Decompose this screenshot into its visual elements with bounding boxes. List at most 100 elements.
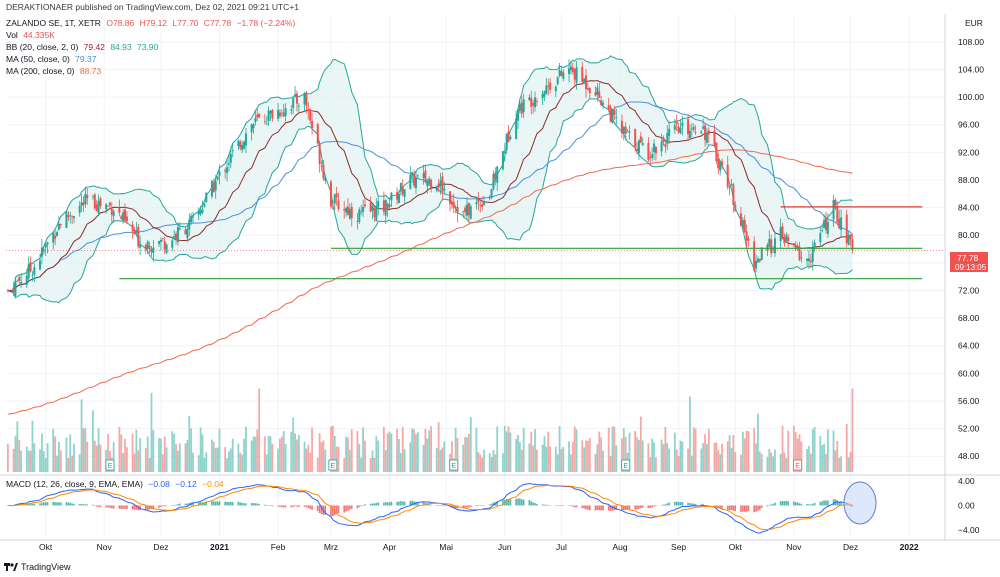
candle-body (794, 245, 797, 248)
macd-histogram-bar (109, 505, 111, 508)
candle-body (501, 151, 504, 170)
volume-bar (267, 435, 270, 472)
candle-body (639, 136, 642, 143)
candle-body (190, 215, 193, 222)
volume-bar (687, 448, 689, 472)
y-tick-label: 56.00 (958, 396, 980, 406)
macd-histogram-bar (271, 505, 274, 507)
macd-histogram-bar (536, 503, 538, 506)
macd-pane[interactable] (7, 481, 877, 534)
candle-body (615, 117, 618, 119)
volume-bar (823, 443, 825, 472)
macd-histogram-bar (364, 504, 366, 506)
macd-histogram-bar (345, 505, 347, 512)
candle-body (40, 247, 43, 257)
volume-bar (56, 455, 58, 472)
volume-line: Vol 44.335K (6, 30, 58, 41)
candle-body (503, 151, 506, 154)
y-tick-label: 84.00 (958, 203, 980, 213)
volume-bar (95, 445, 98, 472)
volume-value: 44.335K (23, 30, 55, 40)
macd-histogram-bar (483, 504, 485, 506)
volume-bar (757, 413, 759, 472)
macd-histogram-bar (71, 503, 73, 506)
volume-label[interactable]: Vol (6, 30, 18, 40)
tradingview-logo[interactable]: TradingView (4, 562, 71, 572)
macd-histogram-bar (547, 505, 550, 506)
volume-bar (82, 428, 85, 472)
candle-body (241, 144, 244, 151)
candle-body (596, 87, 599, 95)
candle-body (679, 127, 682, 134)
macd-histogram-bar (689, 503, 691, 506)
candle-body (756, 258, 759, 263)
candle-body (25, 275, 28, 285)
volume-bar (700, 448, 703, 472)
x-tick-label: Mrz (324, 542, 338, 552)
candle-body (832, 199, 835, 220)
volume-bar (80, 399, 83, 472)
candle-body (515, 118, 518, 140)
candle-body (216, 176, 219, 180)
macd-histogram-bar (388, 502, 391, 506)
volume-bar (622, 428, 625, 472)
macd-histogram-bar (290, 505, 293, 508)
candle-body (700, 131, 703, 134)
candle-body (641, 143, 644, 146)
candle-body (333, 194, 336, 204)
volume-bar (186, 440, 189, 472)
symbol-name[interactable]: ZALANDO SE, 1T, XETR (6, 18, 101, 28)
axes: 108.00 104.00 100.00 96.00 92.00 88.00 84.00 80… (0, 14, 1000, 552)
candle-body (93, 194, 96, 209)
candle-body (838, 218, 841, 229)
candle-body (562, 72, 565, 79)
volume-bar (175, 444, 177, 472)
candle-body (42, 249, 45, 252)
volume-bar (303, 441, 306, 472)
macd-histogram-bar (515, 498, 517, 506)
volume-bar (229, 448, 232, 472)
bb-lower-value: 73.90 (136, 42, 159, 52)
earnings-marker-box (449, 459, 459, 471)
candle-body (464, 207, 467, 213)
currency-label[interactable]: EUR (965, 18, 983, 28)
candle-body (628, 131, 631, 133)
candle-body (568, 68, 571, 74)
macd-histogram-bar (496, 501, 499, 506)
candle-body (52, 232, 55, 243)
candle-body (465, 204, 468, 216)
candle-body (719, 160, 722, 171)
bb-label[interactable]: BB (20, close, 2, 0) (6, 42, 79, 52)
volume-bar (481, 457, 484, 472)
volume-bar (292, 417, 295, 472)
ma200-label[interactable]: MA (200, close, 0) (6, 66, 75, 76)
macd-histogram-bar (609, 505, 612, 512)
volume-bar (702, 443, 705, 472)
candle-body (840, 217, 843, 231)
candle-body (450, 201, 453, 205)
volume-bar (600, 437, 603, 472)
candle-body (414, 177, 417, 189)
volume-bar (399, 453, 402, 472)
volume-bar (588, 438, 591, 472)
volume-bar (517, 434, 519, 472)
candle-body (435, 186, 438, 191)
candle-body (437, 183, 440, 188)
volume-bar (14, 436, 17, 472)
macd-histogram-bar (69, 502, 72, 506)
macd-histogram-bar (469, 505, 472, 507)
candle-body (139, 244, 142, 248)
ma50-label[interactable]: MA (50, close, 0) (6, 54, 70, 64)
macd-histogram-bar (479, 505, 482, 506)
volume-bar (741, 431, 744, 472)
volume-bar (371, 450, 374, 472)
macd-label[interactable]: MACD (12, 26, close, 9, EMA, EMA) (6, 479, 143, 489)
volume-bar (800, 441, 803, 472)
candle-body (845, 214, 848, 244)
volume-bar (541, 444, 544, 472)
candle-body (118, 208, 121, 213)
volume-bar (280, 436, 283, 472)
candle-body (146, 241, 149, 249)
